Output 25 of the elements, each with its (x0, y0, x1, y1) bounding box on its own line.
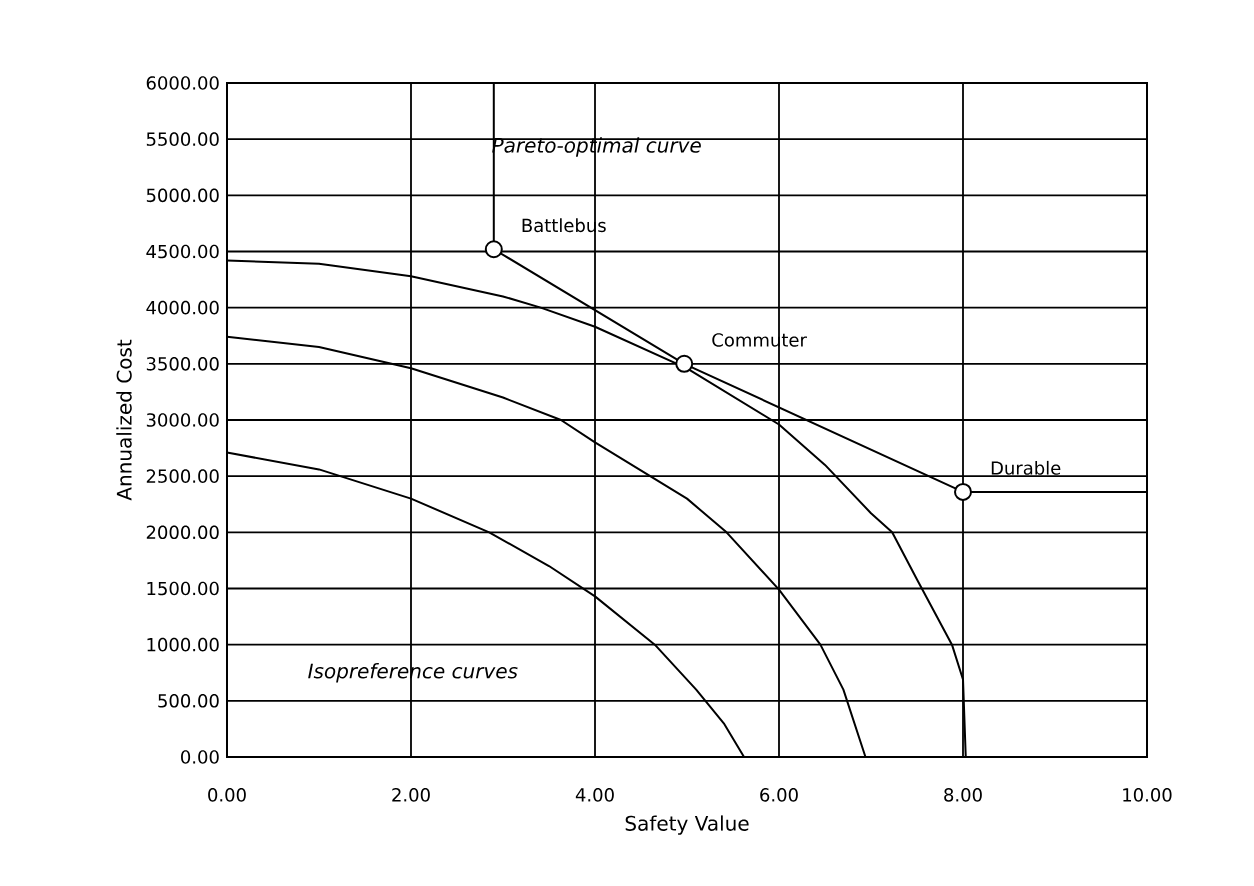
point (484, 240, 503, 259)
y-tick-label: 1500.00 (147, 581, 219, 596)
y-tick-label: 5000.00 (146, 188, 219, 203)
x-tick-label: 10.00 (1123, 788, 1172, 802)
x-tick-label: 8.00 (944, 788, 982, 802)
point (675, 354, 694, 373)
x-tick-label: 6.00 (760, 788, 798, 802)
y-tick-label: 6000.00 (146, 76, 219, 90)
y-axis-title: Annualized Cost (116, 339, 132, 501)
y-tick-label: 2000.00 (146, 525, 219, 540)
y-tick-label: 1000.00 (147, 637, 219, 652)
annotation: Durable (991, 460, 1061, 475)
y-tick-label: 3500.00 (146, 357, 219, 371)
y-tick-label: 3000.00 (146, 413, 219, 427)
y-tick-label: 500.00 (158, 694, 219, 708)
y-tick-label: 0.00 (181, 750, 219, 764)
y-tick-label: 2500.00 (146, 469, 219, 483)
x-axis-title: Safety Value (625, 815, 749, 835)
point (954, 482, 972, 501)
x-tick-label: 2.00 (392, 788, 430, 802)
y-tick-label: 4000.00 (146, 300, 219, 315)
x-tick-label: 0.00 (208, 788, 246, 802)
y-tick-label: 5500.00 (146, 132, 219, 146)
y-tick-label: 4500.00 (146, 244, 219, 259)
x-tick-label: 4.00 (575, 788, 614, 802)
